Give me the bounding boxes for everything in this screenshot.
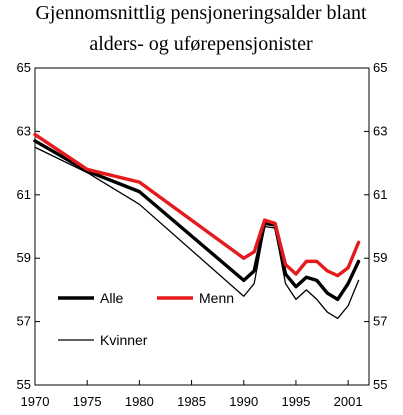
- x-tick-label: 1985: [177, 394, 206, 409]
- x-tick-label: 1990: [229, 394, 258, 409]
- y-tick-label-right: 61: [373, 187, 387, 202]
- y-tick-label-left: 57: [17, 314, 31, 329]
- x-tick-label: 1975: [73, 394, 102, 409]
- y-tick-label-left: 65: [17, 60, 31, 75]
- legend-label-kvinner: Kvinner: [100, 332, 148, 348]
- x-tick-label: 1980: [125, 394, 154, 409]
- x-tick-label: 1995: [281, 394, 310, 409]
- y-tick-label-right: 59: [373, 250, 387, 265]
- y-tick-label-left: 63: [17, 123, 31, 138]
- y-tick-label-left: 55: [17, 377, 31, 392]
- series-line-kvinner: [34, 146, 360, 320]
- x-tick-label: 2001: [334, 394, 363, 409]
- axis-ticks: 55 55 57 57 59 59 61 61 63 63 65 65 1970 1975 1980 1985…: [17, 60, 388, 409]
- y-tick-label-right: 63: [373, 123, 387, 138]
- y-tick-label-left: 61: [17, 187, 31, 202]
- legend-label-menn: Menn: [199, 290, 234, 306]
- series-line-alle: [33, 139, 361, 302]
- y-tick-label-right: 55: [373, 377, 387, 392]
- y-tick-label-right: 57: [373, 314, 387, 329]
- series-line-menn: [33, 132, 361, 278]
- chart-title-line-2: alders- og uførepensjonister: [89, 33, 313, 55]
- legend: Alle Menn Kvinner: [58, 290, 234, 348]
- series-lines: [33, 132, 361, 320]
- x-tick-label: 1970: [21, 394, 50, 409]
- y-tick-label-left: 59: [17, 250, 31, 265]
- y-tick-label-right: 65: [373, 60, 387, 75]
- chart-title-line-1: Gjennomsnittlig pensjoneringsalder blant: [35, 2, 366, 24]
- plot-area-frame: [34, 67, 370, 386]
- legend-label-alle: Alle: [100, 290, 124, 306]
